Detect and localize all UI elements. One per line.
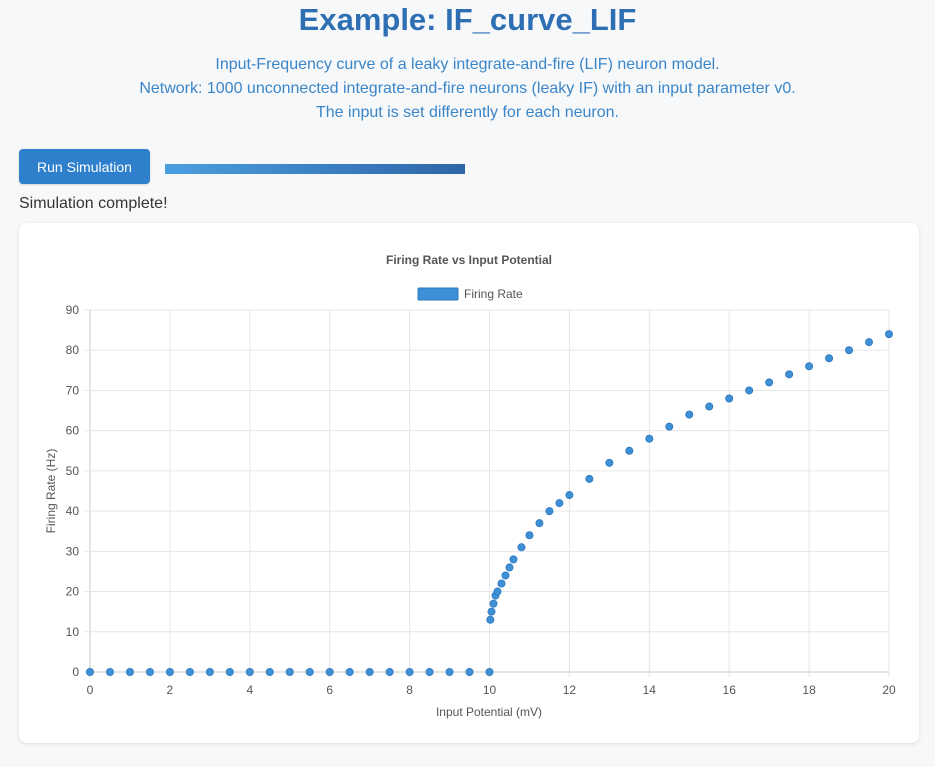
data-point <box>86 667 95 676</box>
data-point <box>245 667 254 676</box>
y-tick-label: 70 <box>66 383 80 397</box>
data-point <box>565 491 574 500</box>
data-point <box>493 587 502 596</box>
data-point <box>487 607 496 616</box>
data-point <box>485 667 494 676</box>
x-tick-label: 12 <box>563 683 577 697</box>
y-tick-label: 20 <box>66 585 80 599</box>
data-point <box>285 667 294 676</box>
data-point <box>509 555 518 564</box>
data-point <box>325 667 334 676</box>
data-point <box>185 667 194 676</box>
data-point <box>725 394 734 403</box>
legend-label-firing-rate: Firing Rate <box>464 287 523 301</box>
data-point <box>225 667 234 676</box>
data-point <box>845 346 854 355</box>
data-point <box>745 386 754 395</box>
x-tick-label: 14 <box>643 683 657 697</box>
y-tick-label: 80 <box>66 343 80 357</box>
legend-swatch-firing-rate <box>417 287 459 301</box>
data-point <box>885 330 894 339</box>
data-point <box>605 458 614 467</box>
data-point <box>501 571 510 580</box>
data-point <box>345 667 354 676</box>
data-point <box>517 543 526 552</box>
data-point <box>205 667 214 676</box>
y-tick-label: 40 <box>66 504 80 518</box>
data-point <box>505 563 514 572</box>
data-point <box>685 410 694 419</box>
data-point <box>865 338 874 347</box>
x-tick-label: 16 <box>723 683 737 697</box>
data-point <box>365 667 374 676</box>
data-point <box>645 434 654 443</box>
data-point <box>385 667 394 676</box>
status-text: Simulation complete! <box>19 195 168 212</box>
y-tick-label: 90 <box>66 303 80 317</box>
y-tick-label: 10 <box>66 625 80 639</box>
data-point <box>535 519 544 528</box>
y-axis-title: Firing Rate (Hz) <box>44 449 58 534</box>
y-tick-label: 0 <box>72 665 79 679</box>
data-point <box>486 615 495 624</box>
data-point <box>265 667 274 676</box>
x-tick-label: 20 <box>882 683 896 697</box>
progress-bar-fill <box>165 164 465 174</box>
data-point <box>525 531 534 540</box>
run-simulation-button[interactable]: Run Simulation <box>19 149 150 184</box>
x-tick-label: 18 <box>802 683 816 697</box>
data-point <box>555 499 564 508</box>
x-tick-label: 10 <box>483 683 497 697</box>
data-point <box>445 667 454 676</box>
data-point <box>145 667 154 676</box>
x-tick-label: 0 <box>87 683 94 697</box>
y-tick-label: 30 <box>66 544 80 558</box>
data-point <box>625 446 634 455</box>
x-tick-label: 8 <box>406 683 413 697</box>
data-point <box>825 354 834 363</box>
data-point <box>785 370 794 379</box>
progress-bar <box>165 164 465 174</box>
description-line-1: Input-Frequency curve of a leaky integra… <box>215 56 720 73</box>
data-point <box>125 667 134 676</box>
chart-card: Firing Rate vs Input Potential Firing Ra… <box>19 223 919 743</box>
x-tick-label: 4 <box>246 683 253 697</box>
description-line-3: The input is set differently for each ne… <box>316 104 619 121</box>
data-point <box>497 579 506 588</box>
description-line-2: Network: 1000 unconnected integrate-and-… <box>139 80 796 97</box>
data-point <box>105 667 114 676</box>
data-point <box>545 507 554 516</box>
page-title: Example: IF_curve_LIF <box>298 2 637 37</box>
data-point <box>585 474 594 483</box>
data-point <box>489 599 498 608</box>
x-tick-label: 2 <box>167 683 174 697</box>
data-point <box>305 667 314 676</box>
firing-rate-chart: Firing Rate vs Input Potential Firing Ra… <box>44 253 896 719</box>
data-point <box>465 667 474 676</box>
data-point <box>705 402 714 411</box>
data-point <box>425 667 434 676</box>
y-tick-label: 50 <box>66 464 80 478</box>
y-tick-label: 60 <box>66 424 80 438</box>
data-point <box>405 667 414 676</box>
chart-title: Firing Rate vs Input Potential <box>386 253 552 267</box>
x-axis-title: Input Potential (mV) <box>436 705 542 719</box>
x-tick-label: 6 <box>326 683 333 697</box>
data-point <box>165 667 174 676</box>
data-point <box>765 378 774 387</box>
data-point <box>665 422 674 431</box>
data-point <box>805 362 814 371</box>
